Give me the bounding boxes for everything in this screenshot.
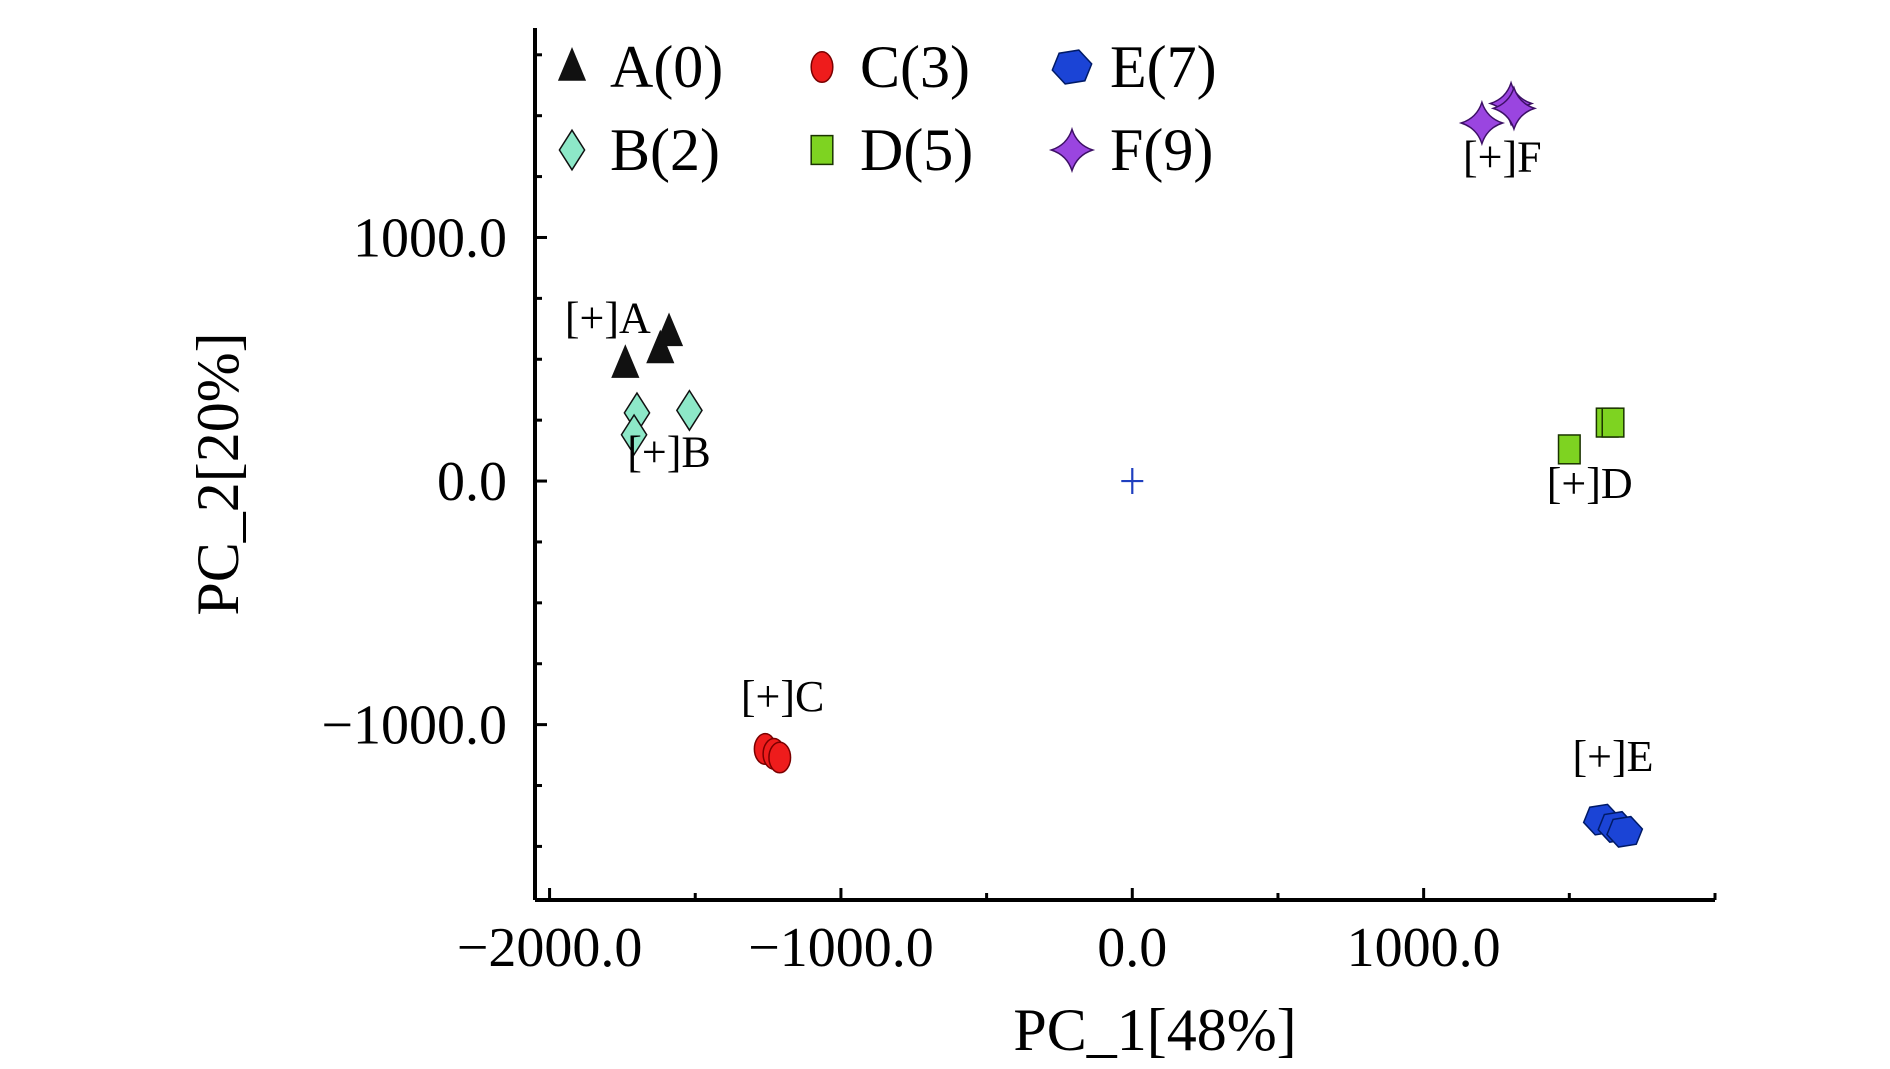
legend-marker-b-2 — [558, 128, 586, 172]
x-tick-label: 1000.0 — [1347, 917, 1501, 979]
point-a-0 — [611, 344, 640, 378]
x-tick-label: −2000.0 — [457, 917, 643, 979]
legend-marker-f-9 — [1048, 126, 1096, 174]
point-e-7 — [1606, 815, 1644, 848]
legend-marker-a-0 — [557, 47, 587, 81]
legend-label-a-0: A(0) — [610, 34, 723, 100]
y-tick-label: 0.0 — [437, 451, 507, 513]
y-tick-label: −1000.0 — [321, 695, 507, 757]
x-tick-label: −1000.0 — [748, 917, 934, 979]
ticks: −2000.0 −1000.0 0.0 1000.0 −1000.0 0.0 1000.0 — [321, 53, 1717, 979]
group-label-b-2: [+]B — [627, 427, 710, 476]
legend-marker-e-7 — [1051, 49, 1093, 85]
y-tick-label: 1000.0 — [353, 207, 507, 269]
point-d-5 — [1601, 407, 1625, 438]
x-tick-label: 0.0 — [1097, 917, 1167, 979]
point-a-0 — [646, 329, 675, 364]
group-label-c-3: [+]C — [741, 672, 824, 721]
legend-marker-d-5 — [810, 134, 834, 166]
group-label-a-0: [+]A — [565, 293, 651, 342]
origin-marker — [1121, 468, 1144, 495]
point-c-3 — [768, 741, 792, 774]
legend: A(0) B(2) C(3) D(5) E(7) F(9) — [557, 34, 1217, 183]
group-label-e-7: [+]E — [1573, 732, 1654, 781]
point-b-2 — [675, 389, 703, 432]
axes — [533, 28, 1715, 902]
point-d-5 — [1557, 434, 1581, 465]
point-a-0 — [654, 312, 684, 347]
origin-plus-icon — [1121, 468, 1144, 495]
legend-label-e-7: E(7) — [1110, 34, 1217, 100]
point-f-9 — [1458, 99, 1506, 147]
legend-label-c-3: C(3) — [860, 34, 970, 100]
legend-label-f-9: F(9) — [1110, 117, 1213, 183]
group-label-d-5: [+]D — [1547, 459, 1633, 508]
legend-label-b-2: B(2) — [610, 117, 720, 183]
legend-marker-c-3 — [810, 50, 834, 84]
y-axis-title: PC_2[20%] — [185, 332, 251, 615]
legend-label-d-5: D(5) — [860, 117, 973, 183]
group-labels: [+]A [+]B [+]C [+]D [+]E [+]F — [565, 133, 1654, 781]
point-b-2 — [620, 413, 648, 456]
data-points — [611, 80, 1644, 848]
x-axis-title: PC_1[48%] — [1013, 997, 1296, 1063]
point-f-9 — [1490, 85, 1538, 132]
group-label-f-9: [+]F — [1463, 133, 1542, 182]
